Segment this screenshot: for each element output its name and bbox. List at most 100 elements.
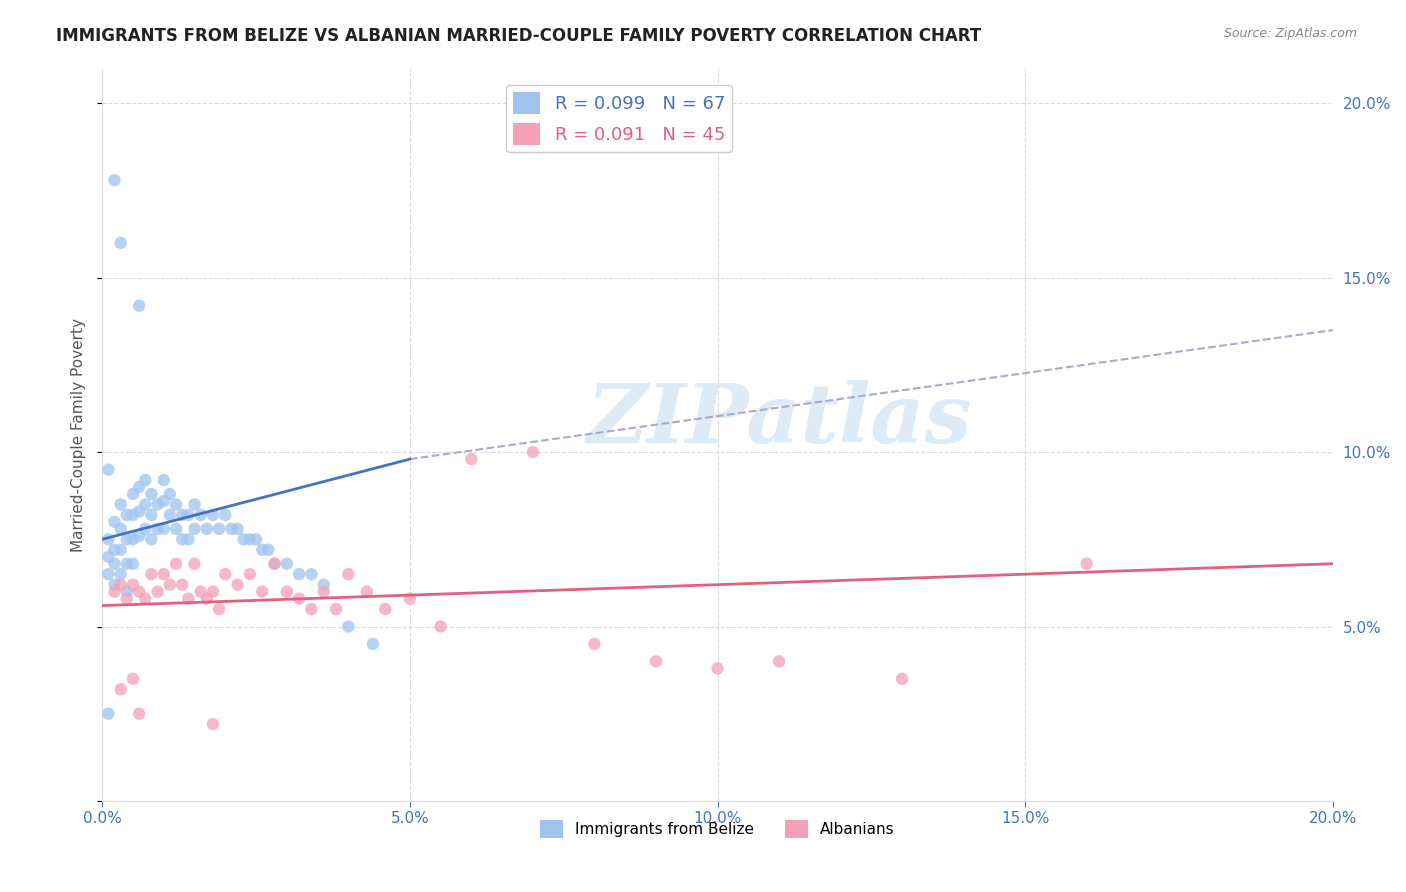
Point xyxy=(110,682,132,697)
Point xyxy=(276,557,298,571)
Point xyxy=(232,533,254,547)
Point xyxy=(288,567,311,582)
Point xyxy=(122,557,145,571)
Point xyxy=(103,542,125,557)
Point xyxy=(115,591,138,606)
Point xyxy=(250,542,273,557)
Point xyxy=(128,529,150,543)
Point xyxy=(141,508,163,522)
Point xyxy=(177,508,200,522)
Point xyxy=(165,498,187,512)
Point xyxy=(115,533,138,547)
Point xyxy=(195,522,218,536)
Point xyxy=(97,462,120,476)
Point xyxy=(159,508,181,522)
Point xyxy=(201,717,224,731)
Point xyxy=(103,515,125,529)
Point xyxy=(190,584,212,599)
Point xyxy=(429,619,451,633)
Point xyxy=(172,533,194,547)
Text: IMMIGRANTS FROM BELIZE VS ALBANIAN MARRIED-COUPLE FAMILY POVERTY CORRELATION CHA: IMMIGRANTS FROM BELIZE VS ALBANIAN MARRI… xyxy=(56,27,981,45)
Point xyxy=(110,542,132,557)
Point xyxy=(706,661,728,675)
Point xyxy=(152,494,174,508)
Point xyxy=(312,584,335,599)
Point xyxy=(122,672,145,686)
Point xyxy=(226,577,249,591)
Point xyxy=(208,522,231,536)
Point xyxy=(183,498,205,512)
Point xyxy=(134,498,156,512)
Point xyxy=(128,504,150,518)
Point xyxy=(768,654,790,668)
Point xyxy=(146,584,169,599)
Point xyxy=(214,508,236,522)
Point xyxy=(122,577,145,591)
Point xyxy=(645,654,668,668)
Point xyxy=(103,577,125,591)
Point xyxy=(128,480,150,494)
Point xyxy=(103,557,125,571)
Point xyxy=(128,299,150,313)
Point xyxy=(141,533,163,547)
Point xyxy=(152,567,174,582)
Point xyxy=(337,567,360,582)
Point xyxy=(165,557,187,571)
Point xyxy=(301,567,323,582)
Point xyxy=(141,487,163,501)
Point xyxy=(250,584,273,599)
Point xyxy=(122,487,145,501)
Point xyxy=(201,508,224,522)
Point xyxy=(245,533,267,547)
Point xyxy=(103,173,125,187)
Point xyxy=(110,577,132,591)
Point xyxy=(122,533,145,547)
Point xyxy=(226,522,249,536)
Point xyxy=(110,567,132,582)
Point xyxy=(128,584,150,599)
Point xyxy=(110,498,132,512)
Text: ZIPatlas: ZIPatlas xyxy=(586,380,972,460)
Point xyxy=(239,533,262,547)
Point xyxy=(134,473,156,487)
Point xyxy=(172,577,194,591)
Point xyxy=(146,498,169,512)
Point xyxy=(221,522,243,536)
Point xyxy=(891,672,914,686)
Point xyxy=(134,591,156,606)
Y-axis label: Married-Couple Family Poverty: Married-Couple Family Poverty xyxy=(72,318,86,551)
Point xyxy=(183,522,205,536)
Point xyxy=(356,584,378,599)
Point xyxy=(208,602,231,616)
Point xyxy=(134,522,156,536)
Point xyxy=(177,533,200,547)
Point xyxy=(159,487,181,501)
Point xyxy=(337,619,360,633)
Point xyxy=(159,577,181,591)
Point xyxy=(115,557,138,571)
Point xyxy=(214,567,236,582)
Text: Source: ZipAtlas.com: Source: ZipAtlas.com xyxy=(1223,27,1357,40)
Point xyxy=(97,533,120,547)
Point xyxy=(263,557,285,571)
Point xyxy=(312,577,335,591)
Point xyxy=(361,637,384,651)
Point xyxy=(239,567,262,582)
Point xyxy=(110,235,132,250)
Point xyxy=(141,567,163,582)
Point xyxy=(97,549,120,564)
Legend: Immigrants from Belize, Albanians: Immigrants from Belize, Albanians xyxy=(534,814,901,845)
Point xyxy=(146,522,169,536)
Point xyxy=(399,591,422,606)
Point xyxy=(172,508,194,522)
Point xyxy=(183,557,205,571)
Point xyxy=(128,706,150,721)
Point xyxy=(115,508,138,522)
Point xyxy=(257,542,280,557)
Point xyxy=(103,584,125,599)
Point xyxy=(301,602,323,616)
Point xyxy=(165,522,187,536)
Point xyxy=(110,522,132,536)
Point xyxy=(522,445,544,459)
Point xyxy=(177,591,200,606)
